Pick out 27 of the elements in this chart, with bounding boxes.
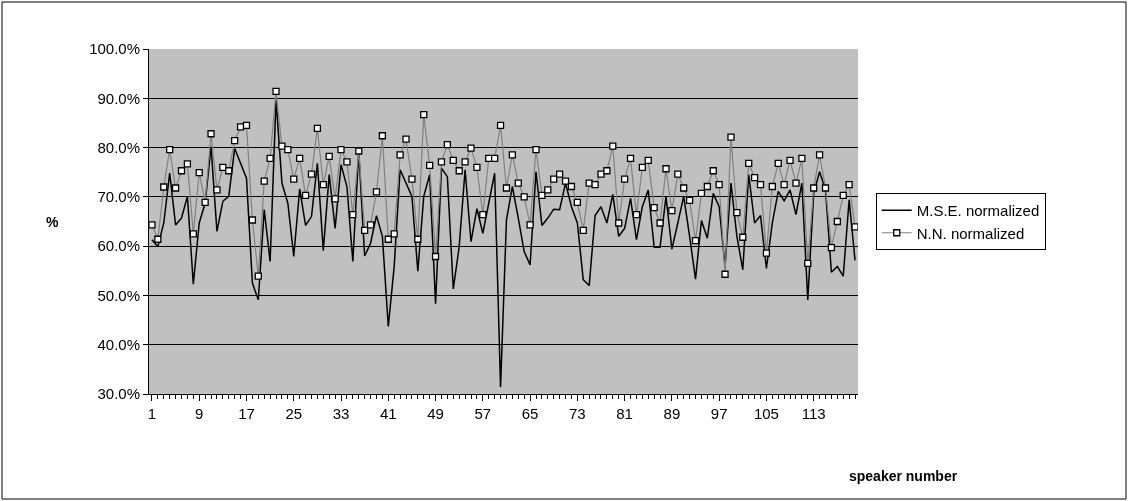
legend-label: M.S.E. normalized [916,202,1040,220]
y-tick-label: 40.0% [97,335,140,353]
x-tick-label: 97 [710,405,728,422]
x-tick-label: 49 [427,405,444,422]
x-tick-label: 25 [285,405,303,422]
x-tick-label: 9 [195,405,204,422]
x-tick-label: 41 [379,405,397,422]
x-tick-label: 33 [332,405,350,422]
y-tick-label: 60.0% [97,237,140,255]
y-tick-label: 50.0% [97,286,140,304]
x-tick-label: 73 [569,405,586,422]
legend-label: N.N. normalized [916,224,1025,242]
x-tick-label: 113 [801,405,826,422]
x-tick-label: 81 [616,405,633,422]
x-tick-label: 65 [521,405,539,422]
y-axis-title: % [46,214,59,230]
y-tick-label: 100.0% [89,40,140,58]
x-tick-label: 89 [663,405,681,422]
y-tick-label: 30.0% [97,385,140,403]
y-tick-label: 90.0% [97,89,140,107]
x-axis-title: speaker number [849,468,958,484]
y-tick-label: 70.0% [97,188,140,206]
x-tick-label: 57 [474,405,492,422]
y-tick-label: 80.0% [97,138,140,156]
x-tick-label: 17 [238,405,255,422]
x-tick-label: 105 [753,405,779,422]
x-tick-label: 1 [147,405,157,422]
